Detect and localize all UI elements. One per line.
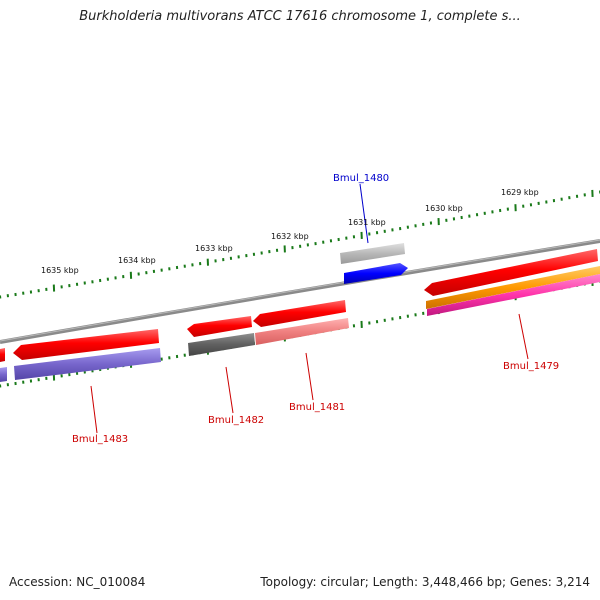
- bmul-1481-leader: [305, 352, 314, 401]
- gene-label-bmul-1481[interactable]: Bmul_1481: [289, 402, 345, 413]
- scale-label-1635: 1635 kbp: [41, 266, 79, 275]
- scale-label-1629: 1629 kbp: [501, 188, 539, 197]
- gene-bmul-1481-feature[interactable]: [255, 318, 349, 345]
- gene-bmul-1482-cds[interactable]: [187, 316, 252, 337]
- gene-bmul-1480-feature[interactable]: [340, 243, 405, 264]
- scale-label-1631: 1631 kbp: [348, 218, 386, 227]
- bmul-1480-leader: [359, 183, 369, 244]
- gene-bmul-1481-cds[interactable]: [253, 300, 346, 327]
- bmul-1482-leader: [225, 366, 234, 414]
- bmul-1483-leader: [90, 385, 98, 434]
- orange-feature[interactable]: [426, 266, 600, 309]
- scale-label-1633: 1633 kbp: [195, 244, 233, 253]
- outer-scale-ticks: [0, 189, 600, 299]
- scale-label-1630: 1630 kbp: [425, 204, 463, 213]
- topology-summary: Topology: circular; Length: 3,448,466 bp…: [260, 575, 590, 589]
- gene-bmul-1482-feature[interactable]: [188, 333, 255, 356]
- chromosome-backbone-highlight: [0, 239, 600, 342]
- gene-bmul-1483-feature[interactable]: [14, 348, 161, 380]
- map-title: Burkholderia multivorans ATCC 17616 chro…: [79, 9, 521, 24]
- gene-label-bmul-1482[interactable]: Bmul_1482: [208, 415, 264, 426]
- scale-label-1632: 1632 kbp: [271, 232, 309, 241]
- bmul-1479-leader: [518, 313, 529, 360]
- edge-red-feature[interactable]: [0, 348, 5, 362]
- gene-bmul-1479-cds[interactable]: [424, 249, 598, 296]
- gene-label-bmul-1480[interactable]: Bmul_1480: [333, 173, 389, 184]
- gene-label-bmul-1479[interactable]: Bmul_1479: [503, 361, 559, 372]
- gene-label-bmul-1483[interactable]: Bmul_1483: [72, 434, 128, 445]
- magenta-feature[interactable]: [427, 274, 600, 316]
- chromosome-backbone: [0, 239, 600, 344]
- scale-label-1634: 1634 kbp: [118, 256, 156, 265]
- accession-text: Accession: NC_010084: [9, 575, 146, 589]
- gene-bmul-1480-cds[interactable]: [344, 263, 408, 284]
- edge-purple-feature[interactable]: [0, 367, 7, 382]
- gene-bmul-1483-cds[interactable]: [13, 329, 159, 360]
